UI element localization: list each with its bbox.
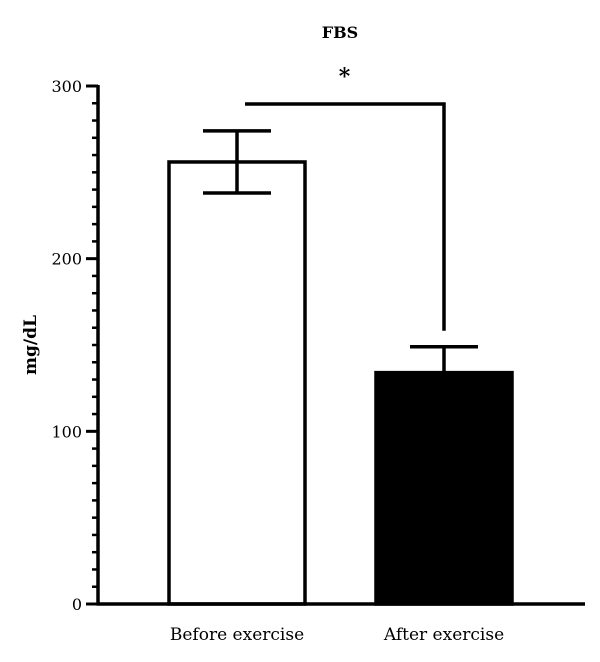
bar-1 [374, 370, 514, 606]
significance-bracket [245, 102, 446, 331]
y-tick-label: 0 [72, 595, 82, 614]
chart-title: FBS [322, 23, 358, 42]
x-category-label: After exercise [383, 625, 504, 645]
bar-0 [167, 160, 307, 606]
plot-area: 0 100 200 300 Before exercise After exercise * [51, 64, 585, 645]
y-tick-label: 100 [51, 422, 82, 441]
y-tick-label: 300 [51, 77, 82, 96]
significance-label: * [339, 64, 351, 90]
y-axis-label: mg/dL [21, 315, 41, 375]
y-tick-label: 200 [51, 250, 82, 269]
x-category-label: Before exercise [170, 625, 304, 645]
